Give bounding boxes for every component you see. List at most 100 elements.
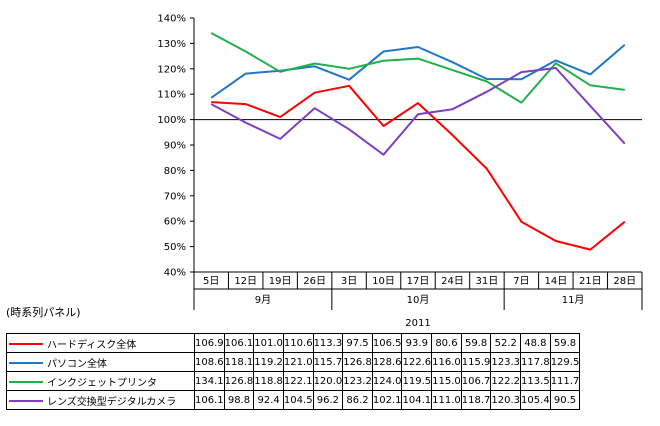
x-tick-label: 7日 bbox=[513, 276, 529, 287]
y-tick-label: 90% bbox=[164, 141, 186, 152]
table-row: レンズ交換型デジタルカメラ 106.1 98.8 92.4 104.5 96.2 86.2 1… bbox=[6, 390, 581, 410]
legend-entry: ハードディスク全体 bbox=[6, 333, 195, 353]
table-row: ハードディスク全体 106.9 106.1 101.0 110.6 113.3 97.5 10… bbox=[6, 333, 581, 353]
data-cell: 118.8 bbox=[253, 371, 284, 391]
x-tick-label: 12日 bbox=[234, 276, 257, 287]
data-cell: 121.0 bbox=[282, 352, 314, 372]
data-cell: 118.7 bbox=[460, 390, 492, 410]
data-cell: 98.8 bbox=[223, 390, 255, 410]
data-cell: 93.9 bbox=[401, 333, 433, 353]
data-cell: 92.4 bbox=[253, 390, 284, 410]
y-tick-label: 60% bbox=[164, 217, 186, 228]
month-label: 10月 bbox=[407, 294, 430, 306]
x-tick-label: 5日 bbox=[203, 276, 219, 287]
month-label: 9月 bbox=[255, 294, 271, 306]
data-cell: 122.6 bbox=[401, 352, 433, 372]
x-tick-label: 21日 bbox=[579, 276, 602, 287]
data-cell: 126.8 bbox=[223, 371, 255, 391]
legend-swatch bbox=[9, 380, 43, 383]
data-cell: 120.0 bbox=[312, 371, 344, 391]
x-tick-label: 26日 bbox=[303, 276, 326, 287]
y-tick-label: 40% bbox=[164, 268, 186, 279]
y-tick-label: 80% bbox=[164, 166, 186, 177]
y-tick-label: 130% bbox=[157, 39, 186, 50]
data-cell: 119.5 bbox=[401, 371, 433, 391]
data-cell: 108.6 bbox=[194, 352, 225, 372]
data-cell: 113.5 bbox=[520, 371, 551, 391]
data-cell: 123.2 bbox=[342, 371, 373, 391]
data-cell: 59.8 bbox=[549, 333, 581, 353]
data-cell: 110.6 bbox=[282, 333, 314, 353]
series-line-3 bbox=[210, 32, 625, 104]
legend-entry: レンズ交換型デジタルカメラ bbox=[6, 390, 195, 410]
data-cell: 102.1 bbox=[371, 390, 403, 410]
data-cell: 122.1 bbox=[282, 371, 314, 391]
data-cell: 59.8 bbox=[460, 333, 492, 353]
x-tick-label: 17日 bbox=[407, 276, 430, 287]
data-cell: 124.0 bbox=[371, 371, 403, 391]
data-cell: 97.5 bbox=[342, 333, 373, 353]
x-tick-label: 19日 bbox=[269, 276, 292, 287]
legend-entry: パソコン全体 bbox=[6, 352, 195, 372]
data-cell: 106.5 bbox=[371, 333, 403, 353]
data-cell: 106.7 bbox=[460, 371, 492, 391]
data-cell: 113.3 bbox=[312, 333, 344, 353]
data-cell: 104.1 bbox=[401, 390, 433, 410]
table-row: パソコン全体 108.6 118.1 119.2 121.0 115.7 126.8 128.… bbox=[6, 352, 581, 372]
legend-label: パソコン全体 bbox=[47, 358, 107, 370]
data-cell: 126.8 bbox=[342, 352, 373, 372]
data-cell: 120.3 bbox=[490, 390, 522, 410]
data-cell: 111.7 bbox=[549, 371, 581, 391]
x-tick-label: 31日 bbox=[476, 276, 499, 287]
data-cell: 90.5 bbox=[549, 390, 581, 410]
legend-entry: インクジェットプリンタ bbox=[6, 371, 195, 391]
data-cell: 122.2 bbox=[490, 371, 522, 391]
y-tick-label: 140% bbox=[157, 14, 186, 25]
data-cell: 106.1 bbox=[223, 333, 255, 353]
data-cell: 101.0 bbox=[253, 333, 284, 353]
data-cell: 118.1 bbox=[223, 352, 255, 372]
data-cell: 129.5 bbox=[549, 352, 581, 372]
x-tick-label: 28日 bbox=[613, 276, 636, 287]
data-cell: 105.4 bbox=[520, 390, 551, 410]
data-cell: 86.2 bbox=[342, 390, 373, 410]
x-tick-label: 14日 bbox=[544, 276, 567, 287]
series-line-1 bbox=[211, 84, 626, 251]
legend-label: インクジェットプリンタ bbox=[47, 377, 157, 389]
y-tick-label: 70% bbox=[164, 191, 186, 202]
data-cell: 106.9 bbox=[194, 333, 225, 353]
x-tick-label: 10日 bbox=[372, 276, 395, 287]
legend-swatch bbox=[9, 342, 43, 345]
legend-swatch bbox=[9, 361, 43, 364]
y-tick-label: 100% bbox=[157, 115, 186, 126]
x-tick-label: 24日 bbox=[441, 276, 464, 287]
data-cell: 48.8 bbox=[520, 333, 551, 353]
data-cell: 134.1 bbox=[194, 371, 225, 391]
data-cell: 52.2 bbox=[490, 333, 522, 353]
data-cell: 106.1 bbox=[194, 390, 225, 410]
year-label: 2011 bbox=[405, 318, 430, 329]
data-cell: 96.2 bbox=[312, 390, 344, 410]
legend-swatch bbox=[9, 399, 43, 402]
data-cell: 115.0 bbox=[431, 371, 462, 391]
data-cell: 104.5 bbox=[282, 390, 314, 410]
x-tick-label: 3日 bbox=[341, 276, 357, 287]
data-cell: 119.2 bbox=[253, 352, 284, 372]
data-cell: 128.6 bbox=[371, 352, 403, 372]
data-cell: 80.6 bbox=[431, 333, 462, 353]
data-cell: 123.3 bbox=[490, 352, 522, 372]
month-label: 11月 bbox=[562, 294, 585, 306]
data-cell: 111.0 bbox=[431, 390, 462, 410]
legend-label: ハードディスク全体 bbox=[47, 339, 137, 351]
series-line-2 bbox=[210, 43, 626, 99]
series-line-4 bbox=[210, 67, 626, 156]
data-cell: 115.7 bbox=[312, 352, 344, 372]
data-table: ハードディスク全体 106.9 106.1 101.0 110.6 113.3 97.5 10… bbox=[6, 333, 581, 410]
line-chart: 40% 50% 60% 70% 80% 90% 100% 110% 120% 130% 140% 5日… bbox=[157, 14, 643, 329]
y-tick-label: 50% bbox=[164, 242, 186, 253]
y-tick-label: 110% bbox=[157, 90, 186, 101]
panel-label: (時系列パネル) bbox=[6, 306, 81, 319]
data-cell: 117.8 bbox=[520, 352, 551, 372]
legend-label: レンズ交換型デジタルカメラ bbox=[47, 396, 177, 408]
table-row: インクジェットプリンタ 134.1 126.8 118.8 122.1 120.0 123.… bbox=[6, 371, 581, 391]
